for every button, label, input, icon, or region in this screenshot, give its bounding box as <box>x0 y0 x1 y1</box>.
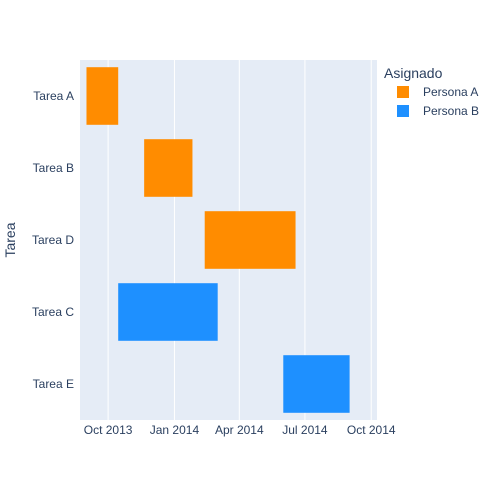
x-tick-label: Oct 2013 <box>84 423 133 437</box>
y-tick-label: Tarea B <box>33 161 74 175</box>
legend-label: Persona A <box>423 85 478 99</box>
legend-swatch <box>397 105 409 117</box>
y-tick-labels: Tarea A Tarea B Tarea D Tarea C Tarea E <box>32 89 74 391</box>
task-bars <box>86 67 350 413</box>
legend-title: Asignado <box>384 65 443 81</box>
y-tick-label: Tarea D <box>32 233 74 247</box>
x-tick-label: Jan 2014 <box>150 423 200 437</box>
x-tick-label: Oct 2014 <box>347 423 396 437</box>
y-tick-label: Tarea A <box>33 89 74 103</box>
bar-tarea-a <box>86 67 119 125</box>
x-tick-labels: Oct 2013 Jan 2014 Apr 2014 Jul 2014 Oct 2014 <box>84 423 396 437</box>
bar-tarea-b <box>144 139 193 197</box>
y-axis-title: Tarea <box>2 222 18 257</box>
bar-tarea-e <box>283 355 350 413</box>
bar-tarea-d <box>204 211 296 269</box>
legend-swatch <box>397 86 409 98</box>
bar-tarea-c <box>118 283 218 341</box>
y-tick-label: Tarea E <box>33 377 74 391</box>
y-tick-label: Tarea C <box>32 305 74 319</box>
x-tick-label: Apr 2014 <box>215 423 264 437</box>
legend: Asignado Persona A Persona B <box>384 65 479 118</box>
x-tick-label: Jul 2014 <box>282 423 328 437</box>
legend-label: Persona B <box>423 104 479 118</box>
